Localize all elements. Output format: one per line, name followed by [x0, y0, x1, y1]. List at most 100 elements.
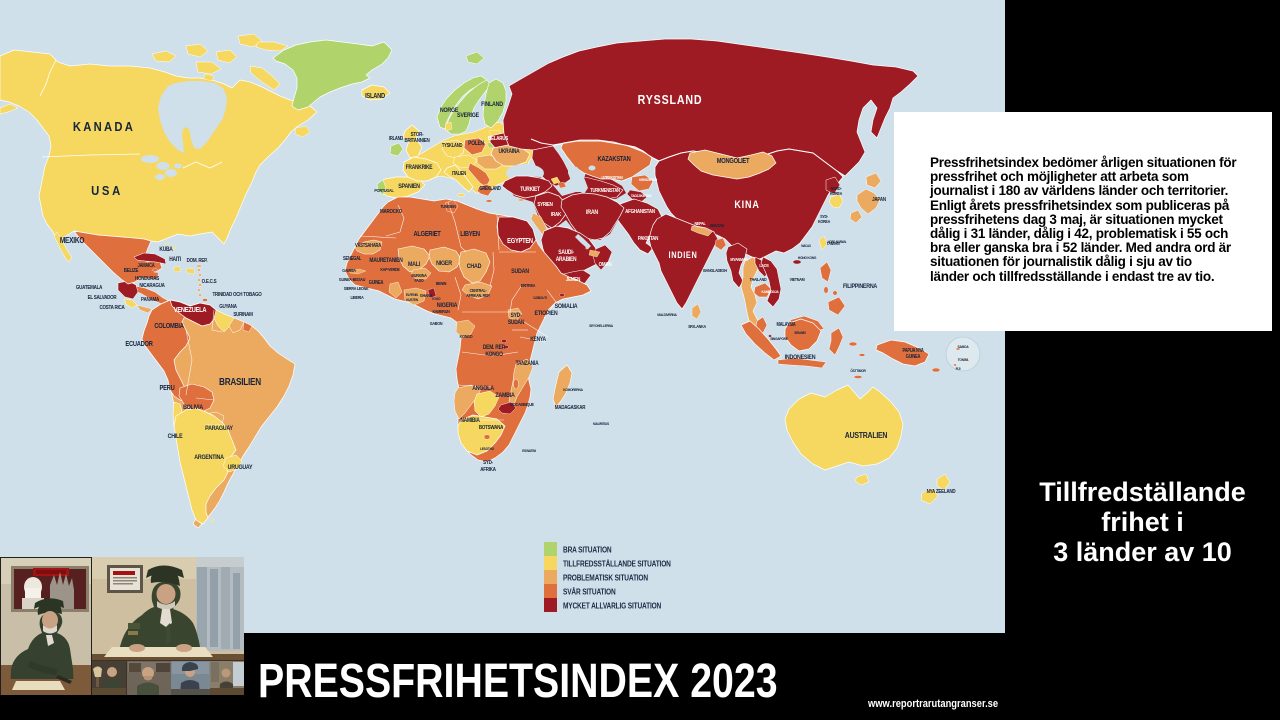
svg-text:TUNISIEN: TUNISIEN: [440, 204, 456, 209]
svg-text:VIETNAM: VIETNAM: [790, 277, 806, 282]
svg-text:DEM. REP.: DEM. REP.: [483, 345, 506, 352]
svg-text:CHILE: CHILE: [168, 434, 183, 441]
svg-text:AUSTRALIEN: AUSTRALIEN: [845, 430, 888, 440]
svg-text:SINGAPORE: SINGAPORE: [770, 337, 788, 341]
svg-text:LIBERIA: LIBERIA: [350, 295, 363, 300]
svg-text:NIGERIA: NIGERIA: [437, 303, 458, 310]
svg-text:SVERIGE: SVERIGE: [457, 113, 479, 120]
svg-text:PAKISTAN: PAKISTAN: [638, 236, 659, 243]
svg-text:BANGLADESH: BANGLADESH: [703, 268, 727, 273]
svg-text:MALI: MALI: [408, 262, 421, 269]
svg-text:FIJI: FIJI: [956, 367, 961, 371]
svg-text:JAPAN: JAPAN: [872, 197, 886, 204]
svg-text:TRINIDAD OCH TOBAGO: TRINIDAD OCH TOBAGO: [213, 292, 262, 299]
svg-text:ETIOPIEN: ETIOPIEN: [535, 311, 558, 318]
svg-text:CENTRAL-: CENTRAL-: [470, 288, 488, 293]
svg-text:ITALIEN: ITALIEN: [452, 171, 466, 176]
svg-text:MOCAMBIQUE: MOCAMBIQUE: [510, 402, 534, 407]
svg-text:GUINEA-BISSAU: GUINEA-BISSAU: [339, 277, 366, 282]
svg-text:KONGO: KONGO: [485, 352, 503, 359]
svg-text:LIBYEN: LIBYEN: [460, 231, 480, 239]
svg-text:BENIN: BENIN: [436, 281, 447, 286]
svg-text:LAOS: LAOS: [759, 263, 769, 268]
svg-text:URUGUAY: URUGUAY: [228, 465, 253, 472]
svg-text:DJIBOUTI: DJIBOUTI: [533, 296, 547, 300]
svg-text:AFRIKAN. REP.: AFRIKAN. REP.: [466, 293, 490, 298]
svg-text:AFRIKA: AFRIKA: [480, 467, 496, 474]
svg-text:DOM. REP.: DOM. REP.: [187, 258, 208, 265]
svg-text:BRITANNIEN: BRITANNIEN: [405, 138, 431, 145]
svg-text:MEXIKO: MEXIKO: [60, 235, 85, 245]
svg-text:POLEN: POLEN: [468, 141, 484, 148]
svg-text:PARAGUAY: PARAGUAY: [205, 426, 233, 433]
svg-text:NORGE: NORGE: [440, 108, 459, 115]
svg-text:KONGO: KONGO: [460, 334, 474, 339]
svg-text:TANZANIA: TANZANIA: [516, 361, 539, 368]
svg-text:LESOTHO: LESOTHO: [480, 447, 494, 451]
svg-text:KUSTEN: KUSTEN: [406, 298, 419, 302]
svg-text:IRAK: IRAK: [551, 212, 562, 219]
svg-text:KENYA: KENYA: [530, 337, 546, 344]
svg-text:O.E.C.S: O.E.C.S: [202, 279, 218, 286]
svg-text:NICARAGUA: NICARAGUA: [139, 283, 165, 290]
svg-text:USA: USA: [91, 183, 123, 198]
svg-text:TILLFREDSSTÄLLANDE SITUATION: TILLFREDSSTÄLLANDE SITUATION: [563, 559, 671, 569]
svg-text:TOGO: TOGO: [432, 297, 441, 301]
svg-text:TURKIET: TURKIET: [520, 187, 540, 194]
svg-text:KANADA: KANADA: [73, 119, 135, 134]
svg-text:HAITI: HAITI: [169, 257, 181, 264]
svg-text:PANAMA: PANAMA: [141, 297, 160, 304]
svg-text:GABON: GABON: [430, 321, 443, 326]
svg-text:MALDIVERNA: MALDIVERNA: [657, 313, 677, 317]
svg-text:NORD-MARIAN.: NORD-MARIAN.: [828, 240, 847, 244]
svg-text:GUINEA: GUINEA: [369, 280, 384, 285]
svg-text:INDIEN: INDIEN: [669, 250, 698, 260]
svg-text:BOLIVIA: BOLIVIA: [183, 405, 204, 412]
svg-text:SEYCHELLERNA: SEYCHELLERNA: [589, 324, 613, 328]
svg-text:BELARUS: BELARUS: [488, 136, 509, 143]
svg-text:KAZAKSTAN: KAZAKSTAN: [597, 156, 631, 164]
svg-text:ÖSTTIMOR: ÖSTTIMOR: [850, 368, 866, 373]
svg-text:THAILAND: THAILAND: [750, 277, 767, 282]
svg-text:SVÅR SITUATION: SVÅR SITUATION: [563, 587, 616, 597]
svg-text:EGYPTEN: EGYPTEN: [507, 238, 533, 246]
svg-text:TADZJIKISTAN: TADZJIKISTAN: [631, 194, 652, 198]
svg-text:GUINEA: GUINEA: [906, 354, 921, 359]
svg-text:VÄSTSAHARA: VÄSTSAHARA: [355, 242, 382, 249]
svg-text:ARGENTINA: ARGENTINA: [194, 455, 224, 462]
svg-text:JAMAICA: JAMAICA: [138, 263, 156, 268]
svg-text:KOMORERNA: KOMORERNA: [563, 388, 583, 392]
svg-text:MONGOLIET: MONGOLIET: [717, 158, 750, 166]
svg-text:IRLAND: IRLAND: [389, 136, 404, 141]
svg-text:EL SALVADOR: EL SALVADOR: [88, 295, 117, 302]
svg-text:RYSSLAND: RYSSLAND: [638, 92, 703, 107]
svg-text:ECUADOR: ECUADOR: [125, 341, 153, 349]
svg-text:GREKLAND: GREKLAND: [479, 186, 501, 191]
svg-text:NORD-: NORD-: [831, 186, 843, 191]
svg-text:GAMBIA: GAMBIA: [342, 268, 356, 273]
svg-text:SAMOA: SAMOA: [958, 345, 970, 349]
svg-text:VENEZUELA: VENEZUELA: [174, 307, 207, 315]
svg-text:ELFENB.: ELFENB.: [406, 293, 418, 297]
svg-text:MADAGASKAR: MADAGASKAR: [555, 405, 586, 412]
svg-text:SRI LANKA: SRI LANKA: [688, 324, 706, 329]
svg-text:HONDURAS: HONDURAS: [135, 276, 160, 283]
svg-text:BRASILIEN: BRASILIEN: [219, 376, 261, 387]
svg-text:SUDAN: SUDAN: [511, 269, 529, 276]
svg-text:IRAN: IRAN: [586, 210, 598, 217]
svg-text:COSTA RICA: COSTA RICA: [99, 305, 125, 312]
svg-text:TAIWAN: TAIWAN: [827, 241, 840, 246]
svg-text:PORTUGAL: PORTUGAL: [374, 187, 394, 193]
svg-text:KAMERUN: KAMERUN: [432, 309, 449, 314]
svg-text:ZAMBIA: ZAMBIA: [495, 393, 515, 400]
svg-text:SYRIEN: SYRIEN: [537, 202, 553, 209]
svg-text:ARABIEN: ARABIEN: [556, 257, 577, 264]
svg-text:NIGER: NIGER: [436, 261, 453, 268]
svg-text:BELIZE: BELIZE: [124, 268, 139, 275]
svg-text:ISLAND: ISLAND: [365, 93, 385, 101]
svg-text:KIRGIZISTAN: KIRGIZISTAN: [639, 178, 657, 182]
svg-text:MAURETANIEN: MAURETANIEN: [369, 258, 402, 265]
svg-text:MYANMAR: MYANMAR: [730, 257, 747, 262]
svg-text:ALGERIET: ALGERIET: [413, 231, 440, 239]
svg-text:MAROCKO: MAROCKO: [380, 209, 402, 216]
